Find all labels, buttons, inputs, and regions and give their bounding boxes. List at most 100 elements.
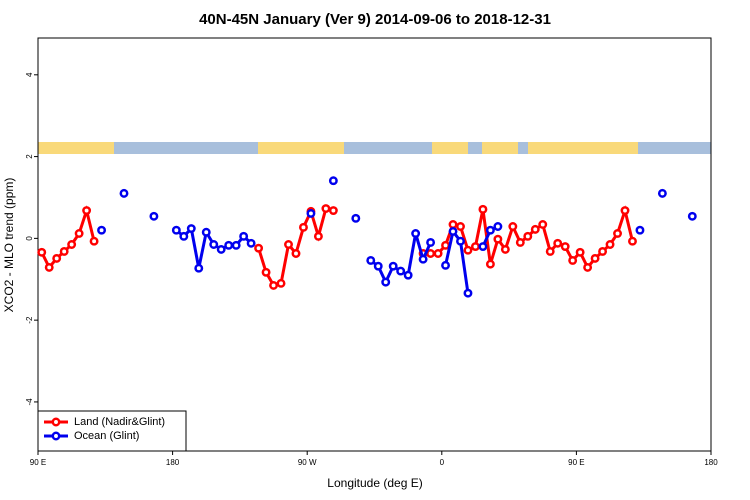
data-point [186,224,196,234]
chart-title: 40N-45N January (Ver 9) 2014-09-06 to 20… [199,11,551,28]
data-point [381,277,391,287]
data-point [82,206,92,216]
data-point [478,204,488,214]
data-point [456,222,465,231]
data-point [628,236,637,246]
data-point [635,225,645,235]
data-point [426,249,436,258]
data-point [590,253,600,263]
data-point [254,243,264,253]
data-point [216,244,226,254]
data-point [246,238,256,248]
data-point [388,261,398,271]
data-point [396,266,406,276]
data-point [351,213,361,223]
legend: Land (Nadir&Glint) Ocean (Glint) [37,410,187,452]
data-point [231,240,241,250]
data-point [328,206,338,216]
data-point [201,227,211,237]
legend-label: Land (Nadir&Glint) [74,416,165,428]
data-point [493,234,503,244]
data-point [37,247,47,257]
data-point [411,229,421,238]
data-point [149,211,159,221]
x-tick-label: 180 [704,458,718,467]
data-point [59,247,69,256]
data-point [568,255,578,265]
data-point [284,240,293,249]
land-ocean-strip [38,142,711,154]
data-point [426,238,436,247]
data-point [613,229,622,238]
x-tick-label: 180 [166,458,180,467]
x-axis-label: Longitude (deg E) [327,476,422,490]
data-point [291,249,301,258]
y-tick-label: 4 [25,72,34,77]
data-point [52,253,62,263]
data-point [373,261,383,271]
data-point [441,240,450,250]
y-tick-label: 0 [25,236,34,241]
y-axis-label: XCO2 - MLO trend (ppm) [2,178,16,313]
data-point [560,242,570,251]
data-point [456,236,465,246]
data-point [97,225,107,235]
data-point [194,263,204,273]
data-point [500,244,510,254]
data-point [598,247,608,256]
y-tick-label: 2 [25,154,34,159]
data-point [463,245,473,255]
data-point [366,255,376,265]
x-tick-label: 0 [440,458,445,467]
data-point [508,222,518,231]
data-point [74,229,84,238]
plot-frame [37,37,712,452]
data-point [583,262,593,272]
legend-box [37,410,187,452]
data-point [179,231,189,241]
data-point [306,208,316,218]
data-point [321,204,331,213]
data-point [620,206,630,216]
data-point [545,247,555,256]
data-point [89,236,99,246]
data-point [605,240,615,249]
data-point [538,220,548,229]
data-point [403,270,413,280]
data-point [493,222,503,231]
data-point [448,220,458,229]
data-point [209,240,219,249]
data-point [553,238,563,248]
data-point [433,249,443,258]
data-point [530,224,540,234]
data-point [67,240,77,249]
data-point [119,188,129,198]
y-tick-label: -4 [25,398,34,406]
data-point [657,188,667,198]
data-point [418,254,428,264]
legend-label: Ocean (Glint) [74,430,139,442]
data-point [687,211,697,221]
x-tick-label: 90 E [568,458,584,467]
x-tick-label: 90 W [298,458,317,467]
x-tick-label: 90 E [30,458,46,467]
data-point [239,231,249,241]
data-point [515,238,525,247]
data-point [224,240,234,250]
data-point [471,242,480,251]
series-line [40,205,634,288]
data-point [313,231,323,241]
legend-marker [51,431,61,441]
data-point [276,278,286,288]
data-point [485,225,495,235]
data-point [575,247,585,257]
legend-marker [51,417,61,427]
data-point [299,222,308,232]
data-point [261,267,271,277]
data-point [269,280,278,290]
data-point [485,259,495,269]
data-point [448,226,458,236]
data-point [478,242,488,251]
data-point [523,231,533,241]
